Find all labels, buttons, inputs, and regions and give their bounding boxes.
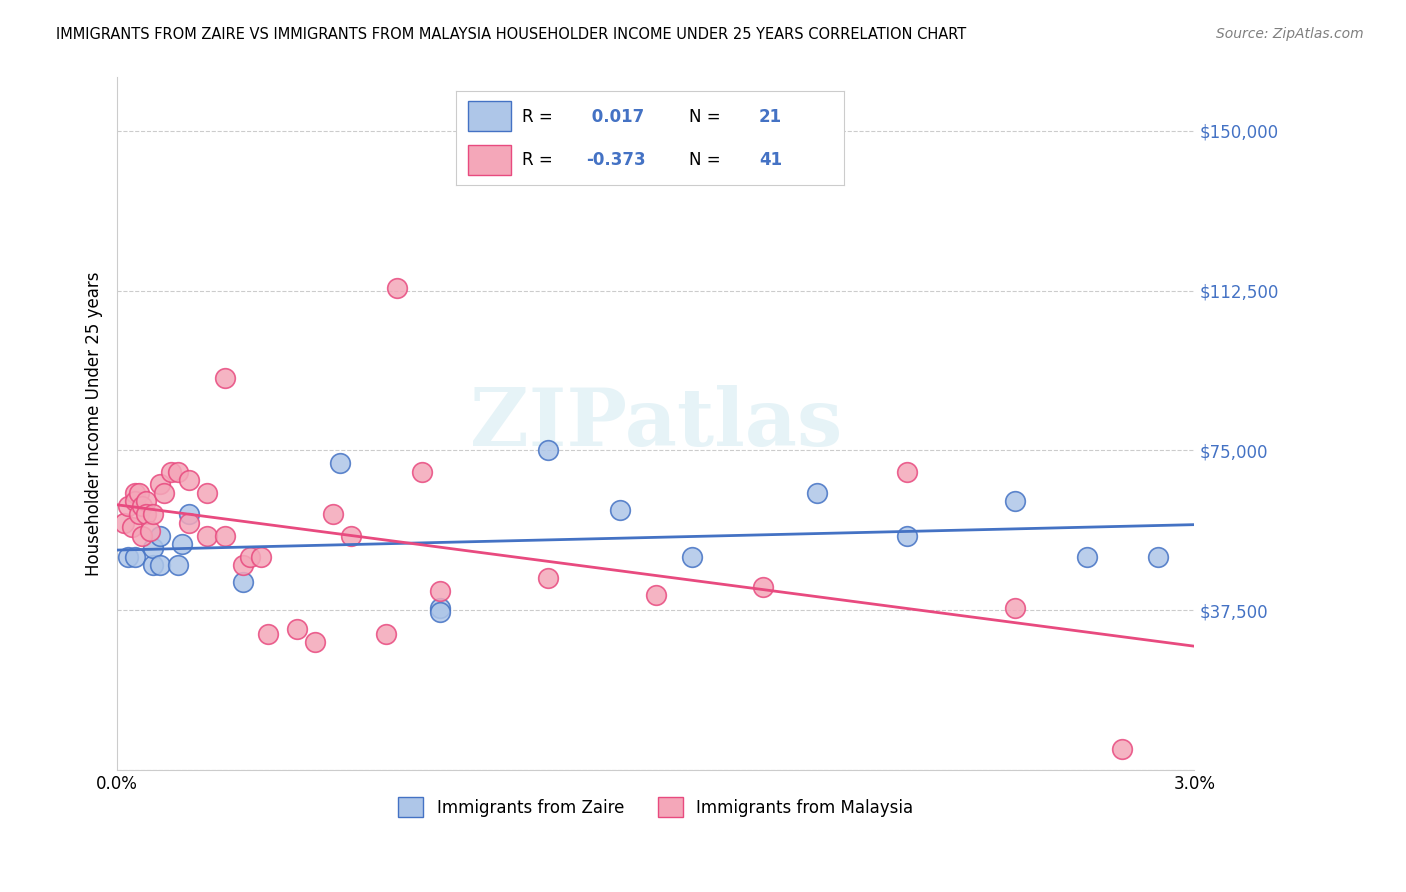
Point [131, 499, 153, 513]
Point [121, 520, 143, 534]
Point [1004, 494, 1026, 508]
Point [681, 549, 703, 564]
Y-axis label: Householder Income Under 25 years: Householder Income Under 25 years [86, 271, 103, 576]
Point [195, 528, 218, 542]
Point [285, 623, 308, 637]
Point [239, 549, 262, 564]
Point [214, 371, 236, 385]
Point [149, 528, 172, 542]
Point [429, 605, 451, 619]
Point [752, 580, 775, 594]
Point [167, 558, 190, 573]
Point [117, 549, 139, 564]
Point [142, 558, 165, 573]
Point [177, 473, 200, 487]
Point [304, 635, 326, 649]
Point [214, 528, 236, 542]
Point [375, 626, 398, 640]
Point [138, 524, 160, 539]
Text: IMMIGRANTS FROM ZAIRE VS IMMIGRANTS FROM MALAYSIA HOUSEHOLDER INCOME UNDER 25 YE: IMMIGRANTS FROM ZAIRE VS IMMIGRANTS FROM… [56, 27, 966, 42]
Point [142, 541, 165, 556]
Point [232, 575, 254, 590]
Point [117, 499, 139, 513]
Point [170, 537, 193, 551]
Legend: Immigrants from Zaire, Immigrants from Malaysia: Immigrants from Zaire, Immigrants from M… [392, 790, 920, 824]
Point [1147, 549, 1170, 564]
Point [128, 486, 150, 500]
Point [160, 465, 183, 479]
Point [153, 486, 176, 500]
Point [195, 486, 218, 500]
Point [142, 508, 165, 522]
Point [806, 486, 828, 500]
Point [387, 281, 409, 295]
Text: ZIPatlas: ZIPatlas [470, 384, 842, 463]
Point [644, 588, 666, 602]
Point [329, 456, 352, 470]
Point [249, 549, 271, 564]
Point [322, 508, 344, 522]
Point [339, 528, 361, 542]
Point [257, 626, 280, 640]
Point [537, 443, 560, 458]
Point [1111, 741, 1133, 756]
Point [1076, 549, 1098, 564]
Point [177, 516, 200, 530]
Point [609, 503, 631, 517]
Point [135, 494, 157, 508]
Point [167, 465, 190, 479]
Point [112, 516, 135, 530]
Point [232, 558, 254, 573]
Point [124, 486, 146, 500]
Point [177, 508, 200, 522]
Point [429, 584, 451, 599]
Point [411, 465, 433, 479]
Point [537, 571, 560, 585]
Point [149, 558, 172, 573]
Point [429, 601, 451, 615]
Point [1004, 601, 1026, 615]
Text: Source: ZipAtlas.com: Source: ZipAtlas.com [1216, 27, 1364, 41]
Point [896, 528, 918, 542]
Point [124, 494, 146, 508]
Point [149, 477, 172, 491]
Point [131, 528, 153, 542]
Point [128, 508, 150, 522]
Point [135, 508, 157, 522]
Point [896, 465, 918, 479]
Point [124, 549, 146, 564]
